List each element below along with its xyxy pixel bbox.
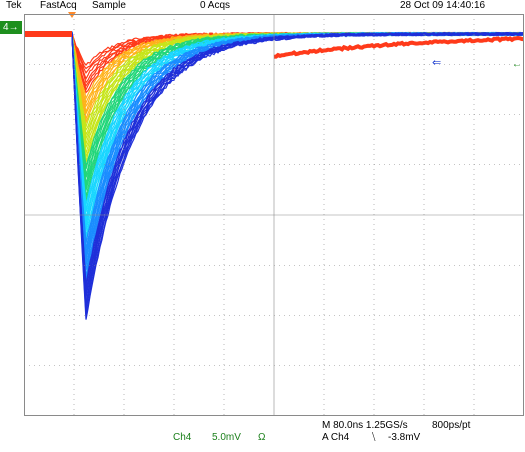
channel-arrow-icon: → <box>8 22 19 33</box>
level-marker-icon: ← <box>512 59 522 70</box>
channel-label: Ch4 <box>173 432 192 443</box>
status-bar: Tek FastAcq Sample 0 Acqs 28 Oct 09 14:4… <box>0 0 525 14</box>
coupling-icon: Ω <box>258 432 266 443</box>
baseline-band <box>24 31 72 37</box>
trigger-level-icon: ⇐ <box>432 57 442 69</box>
acquisition-type: Sample <box>92 0 126 11</box>
grid-lines <box>24 14 524 416</box>
acquisition-count: 0 Acqs <box>200 0 231 11</box>
record-resolution: 800ps/pt <box>432 420 471 431</box>
timebase-readout: M 80.0ns 1.25GS/s <box>322 420 408 431</box>
date-time: 28 Oct 09 14:40:16 <box>400 0 486 11</box>
fastacq-mode: FastAcq <box>40 0 77 11</box>
waveform-graticule <box>24 14 524 416</box>
recovery-band <box>273 35 524 59</box>
channel-4-marker: 4→ <box>0 21 22 34</box>
channel-4-label: 4 <box>3 22 9 33</box>
trigger-slope-icon: ⧹ <box>372 432 376 443</box>
trigger-level: -3.8mV <box>388 432 421 443</box>
brand-label: Tek <box>6 0 22 11</box>
volts-per-div: 5.0mV <box>212 432 241 443</box>
trigger-source: A Ch4 <box>322 432 350 443</box>
